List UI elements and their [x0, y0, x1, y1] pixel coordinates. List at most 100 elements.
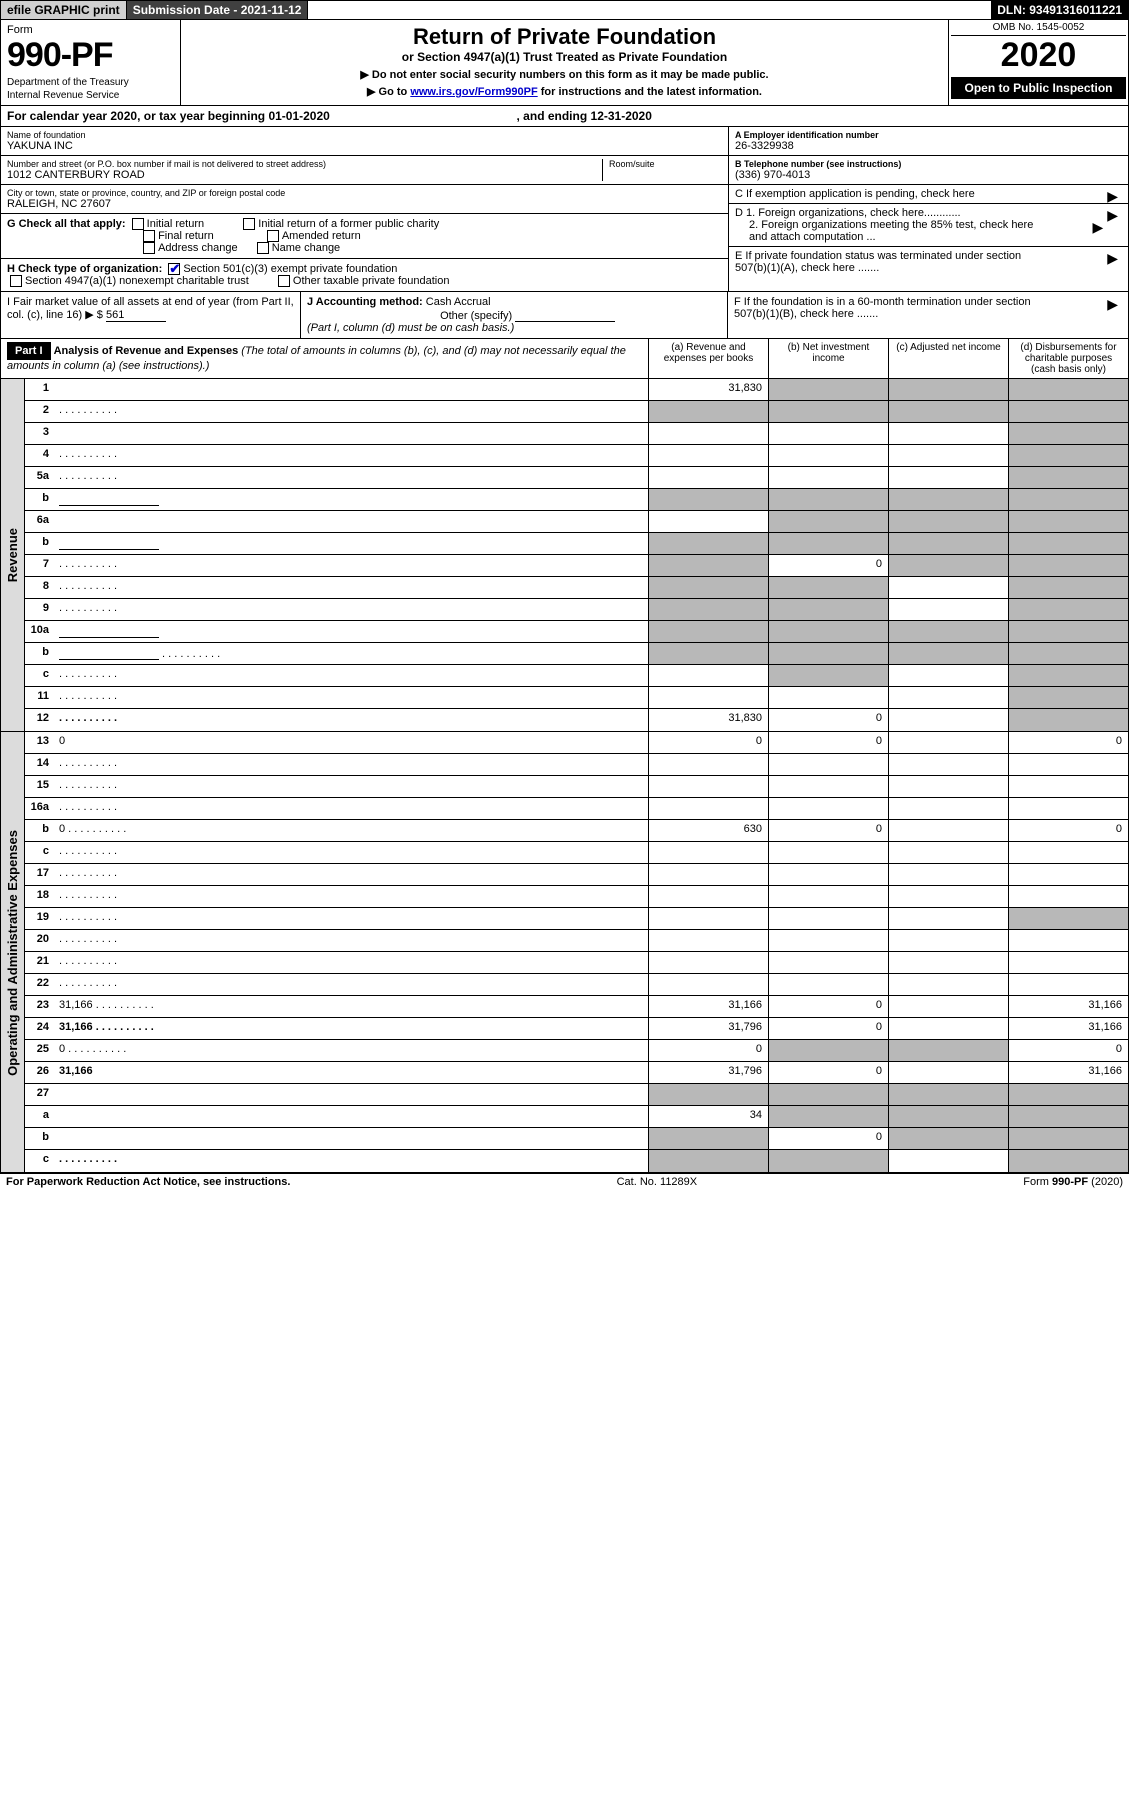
- line-number: 18: [25, 886, 55, 907]
- j-note: (Part I, column (d) must be on cash basi…: [307, 322, 514, 334]
- value-cell-c: [888, 820, 1008, 841]
- col-c-head: (c) Adjusted net income: [888, 339, 1008, 378]
- value-cell-b: [768, 754, 888, 775]
- city: RALEIGH, NC 27607: [7, 198, 722, 210]
- value-cell-b: 0: [768, 709, 888, 731]
- 4947a1-checkbox[interactable]: [10, 275, 22, 287]
- name-label: Name of foundation: [7, 130, 722, 140]
- value-cell-b: [768, 665, 888, 686]
- line-number: 19: [25, 908, 55, 929]
- form-header: Form 990-PF Department of the Treasury I…: [0, 20, 1129, 106]
- expenses-text: Operating and Administrative Expenses: [5, 830, 20, 1076]
- line-description: 0: [55, 1040, 648, 1061]
- table-row: b063000: [25, 820, 1128, 842]
- table-row: 5a: [25, 467, 1128, 489]
- table-row: c: [25, 842, 1128, 864]
- table-row: 8: [25, 577, 1128, 599]
- arrow-icon: ▶: [1092, 219, 1103, 236]
- line-number: 6a: [25, 511, 55, 532]
- table-row: 131,830: [25, 379, 1128, 401]
- value-cell-c: [888, 423, 1008, 444]
- line-description: [55, 379, 648, 400]
- ijf-row: I Fair market value of all assets at end…: [0, 292, 1129, 339]
- amended-return-checkbox[interactable]: [267, 230, 279, 242]
- dept-label: Department of the Treasury: [7, 77, 174, 88]
- line-description: [55, 842, 648, 863]
- value-cell-c: [888, 599, 1008, 620]
- value-cell-d: [1008, 709, 1128, 731]
- table-row: b: [25, 489, 1128, 511]
- final-return-checkbox[interactable]: [143, 230, 155, 242]
- e-label: E If private foundation status was termi…: [735, 250, 1035, 274]
- header-right: OMB No. 1545-0052 2020 Open to Public In…: [948, 20, 1128, 105]
- form-url-link[interactable]: www.irs.gov/Form990PF: [410, 86, 537, 98]
- table-row: 14: [25, 754, 1128, 776]
- table-row: 6a: [25, 511, 1128, 533]
- value-cell-b: [768, 930, 888, 951]
- name-cell: Name of foundation YAKUNA INC: [1, 127, 728, 156]
- col-b-head: (b) Net investment income: [768, 339, 888, 378]
- name-change-checkbox[interactable]: [257, 242, 269, 254]
- line-description: [55, 555, 648, 576]
- calyear-mid: , and ending 12-31-2020: [517, 109, 652, 123]
- value-cell-c: [888, 1106, 1008, 1127]
- value-cell-b: [768, 1040, 888, 1061]
- value-cell-a: 34: [648, 1106, 768, 1127]
- initial-return-checkbox[interactable]: [132, 218, 144, 230]
- value-cell-d: [1008, 1128, 1128, 1149]
- value-cell-b: [768, 379, 888, 400]
- line-number: c: [25, 842, 55, 863]
- table-row: 2: [25, 401, 1128, 423]
- part1-label: Part I: [7, 342, 51, 360]
- line-number: 15: [25, 776, 55, 797]
- value-cell-c: [888, 842, 1008, 863]
- value-cell-b: [768, 511, 888, 532]
- line-number: 5a: [25, 467, 55, 488]
- value-cell-a: 630: [648, 820, 768, 841]
- table-row: b: [25, 533, 1128, 555]
- calendar-year-row: For calendar year 2020, or tax year begi…: [0, 106, 1129, 127]
- header-center: Return of Private Foundation or Section …: [181, 20, 948, 105]
- table-row: 4: [25, 445, 1128, 467]
- other-taxable-checkbox[interactable]: [278, 275, 290, 287]
- value-cell-a: [648, 511, 768, 532]
- value-cell-c: [888, 908, 1008, 929]
- value-cell-b: 0: [768, 1128, 888, 1149]
- value-cell-a: [648, 643, 768, 664]
- value-cell-c: [888, 996, 1008, 1017]
- value-cell-c: [888, 776, 1008, 797]
- g-opt-5: Name change: [272, 242, 341, 254]
- 501c3-checkbox[interactable]: [168, 263, 180, 275]
- address-change-checkbox[interactable]: [143, 242, 155, 254]
- value-cell-d: [1008, 423, 1128, 444]
- line-description: [55, 599, 648, 620]
- value-cell-d: [1008, 776, 1128, 797]
- g-label: G Check all that apply:: [7, 218, 126, 230]
- h-opt-0: Section 501(c)(3) exempt private foundat…: [183, 263, 397, 275]
- irs-label: Internal Revenue Service: [7, 90, 174, 101]
- value-cell-a: [648, 489, 768, 510]
- expense-rows: 130000141516ab063000c1718192021222331,16…: [25, 732, 1128, 1172]
- line-number: 10a: [25, 621, 55, 642]
- value-cell-b: [768, 864, 888, 885]
- value-cell-d: [1008, 930, 1128, 951]
- value-cell-b: [768, 643, 888, 664]
- table-row: 70: [25, 555, 1128, 577]
- value-cell-a: 0: [648, 732, 768, 753]
- ein: 26-3329938: [735, 140, 1122, 152]
- table-row: 21: [25, 952, 1128, 974]
- table-row: 3: [25, 423, 1128, 445]
- value-cell-c: [888, 665, 1008, 686]
- line-description: [55, 489, 648, 510]
- line-description: 31,166: [55, 1018, 648, 1039]
- info-right: A Employer identification number 26-3329…: [728, 127, 1128, 291]
- line-number: 21: [25, 952, 55, 973]
- line-number: c: [25, 665, 55, 686]
- value-cell-a: 31,796: [648, 1062, 768, 1083]
- line-description: 0: [55, 820, 648, 841]
- j-cell: J Accounting method: Cash Accrual Other …: [301, 292, 728, 338]
- efile-print-label[interactable]: efile GRAPHIC print: [1, 1, 127, 19]
- line-number: 3: [25, 423, 55, 444]
- initial-former-checkbox[interactable]: [243, 218, 255, 230]
- address: 1012 CANTERBURY ROAD: [7, 169, 602, 181]
